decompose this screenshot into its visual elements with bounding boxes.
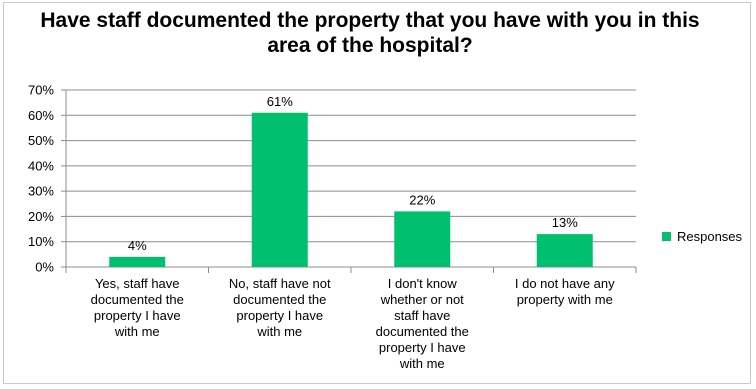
data-label: 22% bbox=[409, 192, 435, 207]
y-tick-label: 30% bbox=[28, 184, 54, 199]
x-tick-label: whether or not bbox=[380, 292, 464, 307]
data-label: 61% bbox=[267, 94, 293, 109]
y-tick-label: 0% bbox=[35, 260, 54, 275]
y-tick-label: 40% bbox=[28, 158, 54, 173]
x-tick-label: documented the bbox=[376, 324, 469, 339]
legend: Responses bbox=[662, 229, 742, 244]
y-tick-label: 20% bbox=[28, 209, 54, 224]
x-tick-label: documented the bbox=[91, 292, 184, 307]
legend-label: Responses bbox=[677, 229, 743, 244]
x-tick-label: with me bbox=[256, 324, 302, 339]
bar bbox=[394, 211, 451, 267]
x-tick-label: with me bbox=[114, 324, 160, 339]
x-tick-label: property I have bbox=[236, 308, 323, 323]
x-tick-label: I do not have any bbox=[515, 276, 615, 291]
y-tick-label: 70% bbox=[28, 83, 54, 98]
x-tick-label: documented the bbox=[233, 292, 326, 307]
x-tick-label: property I have bbox=[379, 340, 466, 355]
x-tick-label: with me bbox=[399, 356, 445, 371]
bar bbox=[109, 256, 166, 267]
x-tick-label: property I have bbox=[94, 308, 181, 323]
data-label: 4% bbox=[128, 238, 147, 253]
legend-swatch bbox=[662, 232, 671, 241]
data-label: 13% bbox=[552, 215, 578, 230]
y-tick-label: 50% bbox=[28, 133, 54, 148]
x-tick-label: I don't know bbox=[388, 276, 458, 291]
x-tick-label: property with me bbox=[517, 292, 613, 307]
chart-frame bbox=[3, 2, 751, 384]
y-tick-label: 10% bbox=[28, 234, 54, 249]
chart-title: Have staff documented the property that … bbox=[40, 9, 700, 57]
bar bbox=[251, 112, 308, 267]
bar bbox=[536, 234, 593, 267]
x-tick-label: Yes, staff have bbox=[95, 276, 180, 291]
y-tick-label: 60% bbox=[28, 108, 54, 123]
x-tick-label: staff have bbox=[394, 308, 450, 323]
x-tick-label: No, staff have not bbox=[229, 276, 331, 291]
